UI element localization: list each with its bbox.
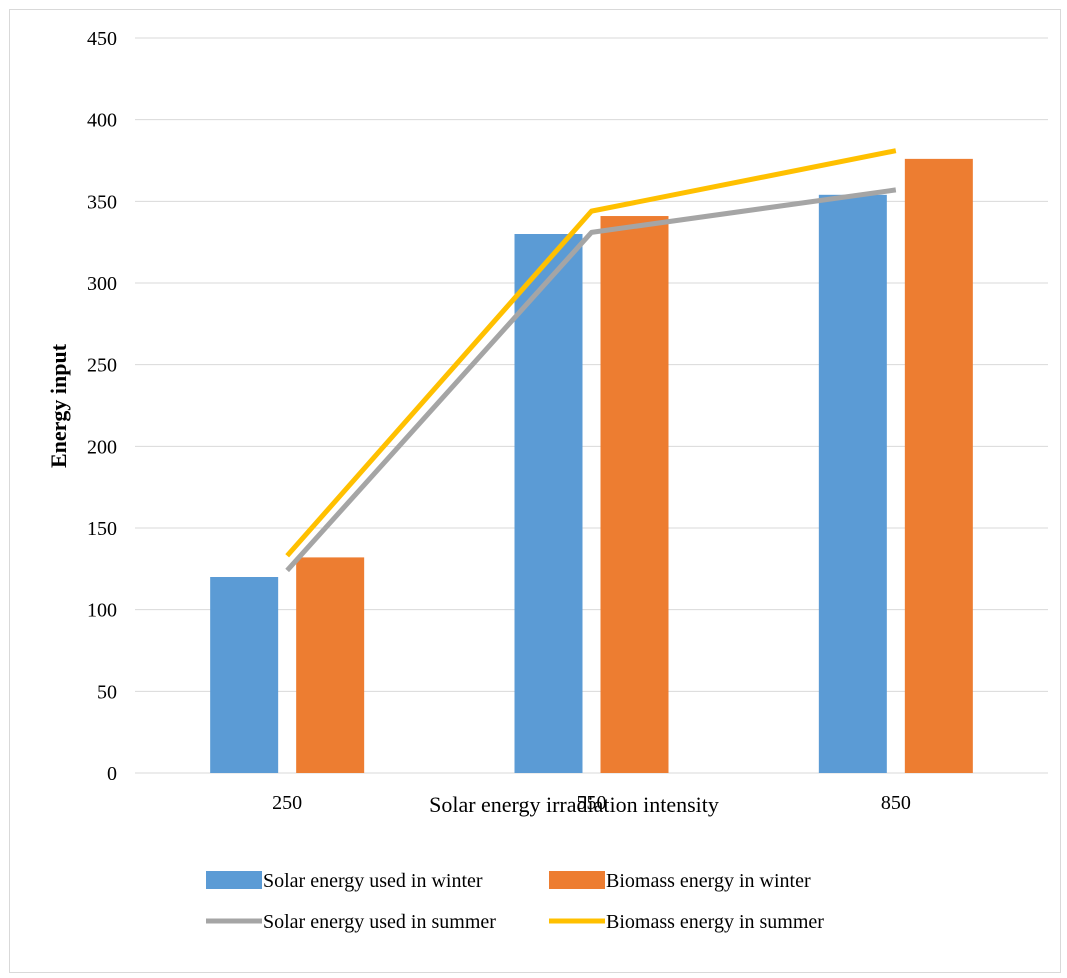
legend-label-biomass-energy-in-summer: Biomass energy in summer	[606, 911, 824, 933]
bar-solar-energy-used-in-winter	[515, 234, 583, 773]
y-tick-label: 0	[107, 763, 117, 785]
y-tick-label: 300	[87, 273, 117, 295]
bar-biomass-energy-in-winter	[601, 216, 669, 773]
bar-biomass-energy-in-winter	[296, 557, 364, 773]
y-tick-label: 200	[87, 436, 117, 458]
legend-swatch-biomass-energy-in-winter	[549, 871, 605, 889]
line-biomass-energy-in-summer	[287, 151, 896, 556]
x-axis-title: Solar energy irradiation intensity	[429, 792, 719, 817]
bar-solar-energy-used-in-winter	[819, 195, 887, 773]
bars	[210, 159, 973, 773]
bar-biomass-energy-in-winter	[905, 159, 973, 773]
y-tick-label: 450	[87, 28, 117, 50]
y-tick-label: 50	[97, 681, 117, 703]
legend: Solar energy used in winter Biomass energ…	[206, 870, 824, 933]
x-tick-label: 250	[272, 792, 302, 814]
x-tick-label: 850	[881, 792, 911, 814]
line-solar-energy-used-in-summer	[287, 190, 896, 571]
legend-swatch-solar-energy-used-in-winter	[206, 871, 262, 889]
y-tick-label: 250	[87, 355, 117, 377]
legend-label-biomass-energy-in-winter: Biomass energy in winter	[606, 870, 811, 892]
y-tick-labels: 0 50 100 150 200 250 300 350 400 450	[87, 28, 117, 785]
legend-label-solar-energy-used-in-winter: Solar energy used in winter	[263, 870, 483, 892]
legend-label-solar-energy-used-in-summer: Solar energy used in summer	[263, 911, 496, 933]
bar-solar-energy-used-in-winter	[210, 577, 278, 773]
lines	[287, 151, 896, 571]
y-axis-title: Energy input	[46, 343, 71, 468]
y-tick-label: 400	[87, 110, 117, 132]
y-tick-label: 150	[87, 518, 117, 540]
y-tick-label: 100	[87, 600, 117, 622]
y-tick-label: 350	[87, 191, 117, 213]
